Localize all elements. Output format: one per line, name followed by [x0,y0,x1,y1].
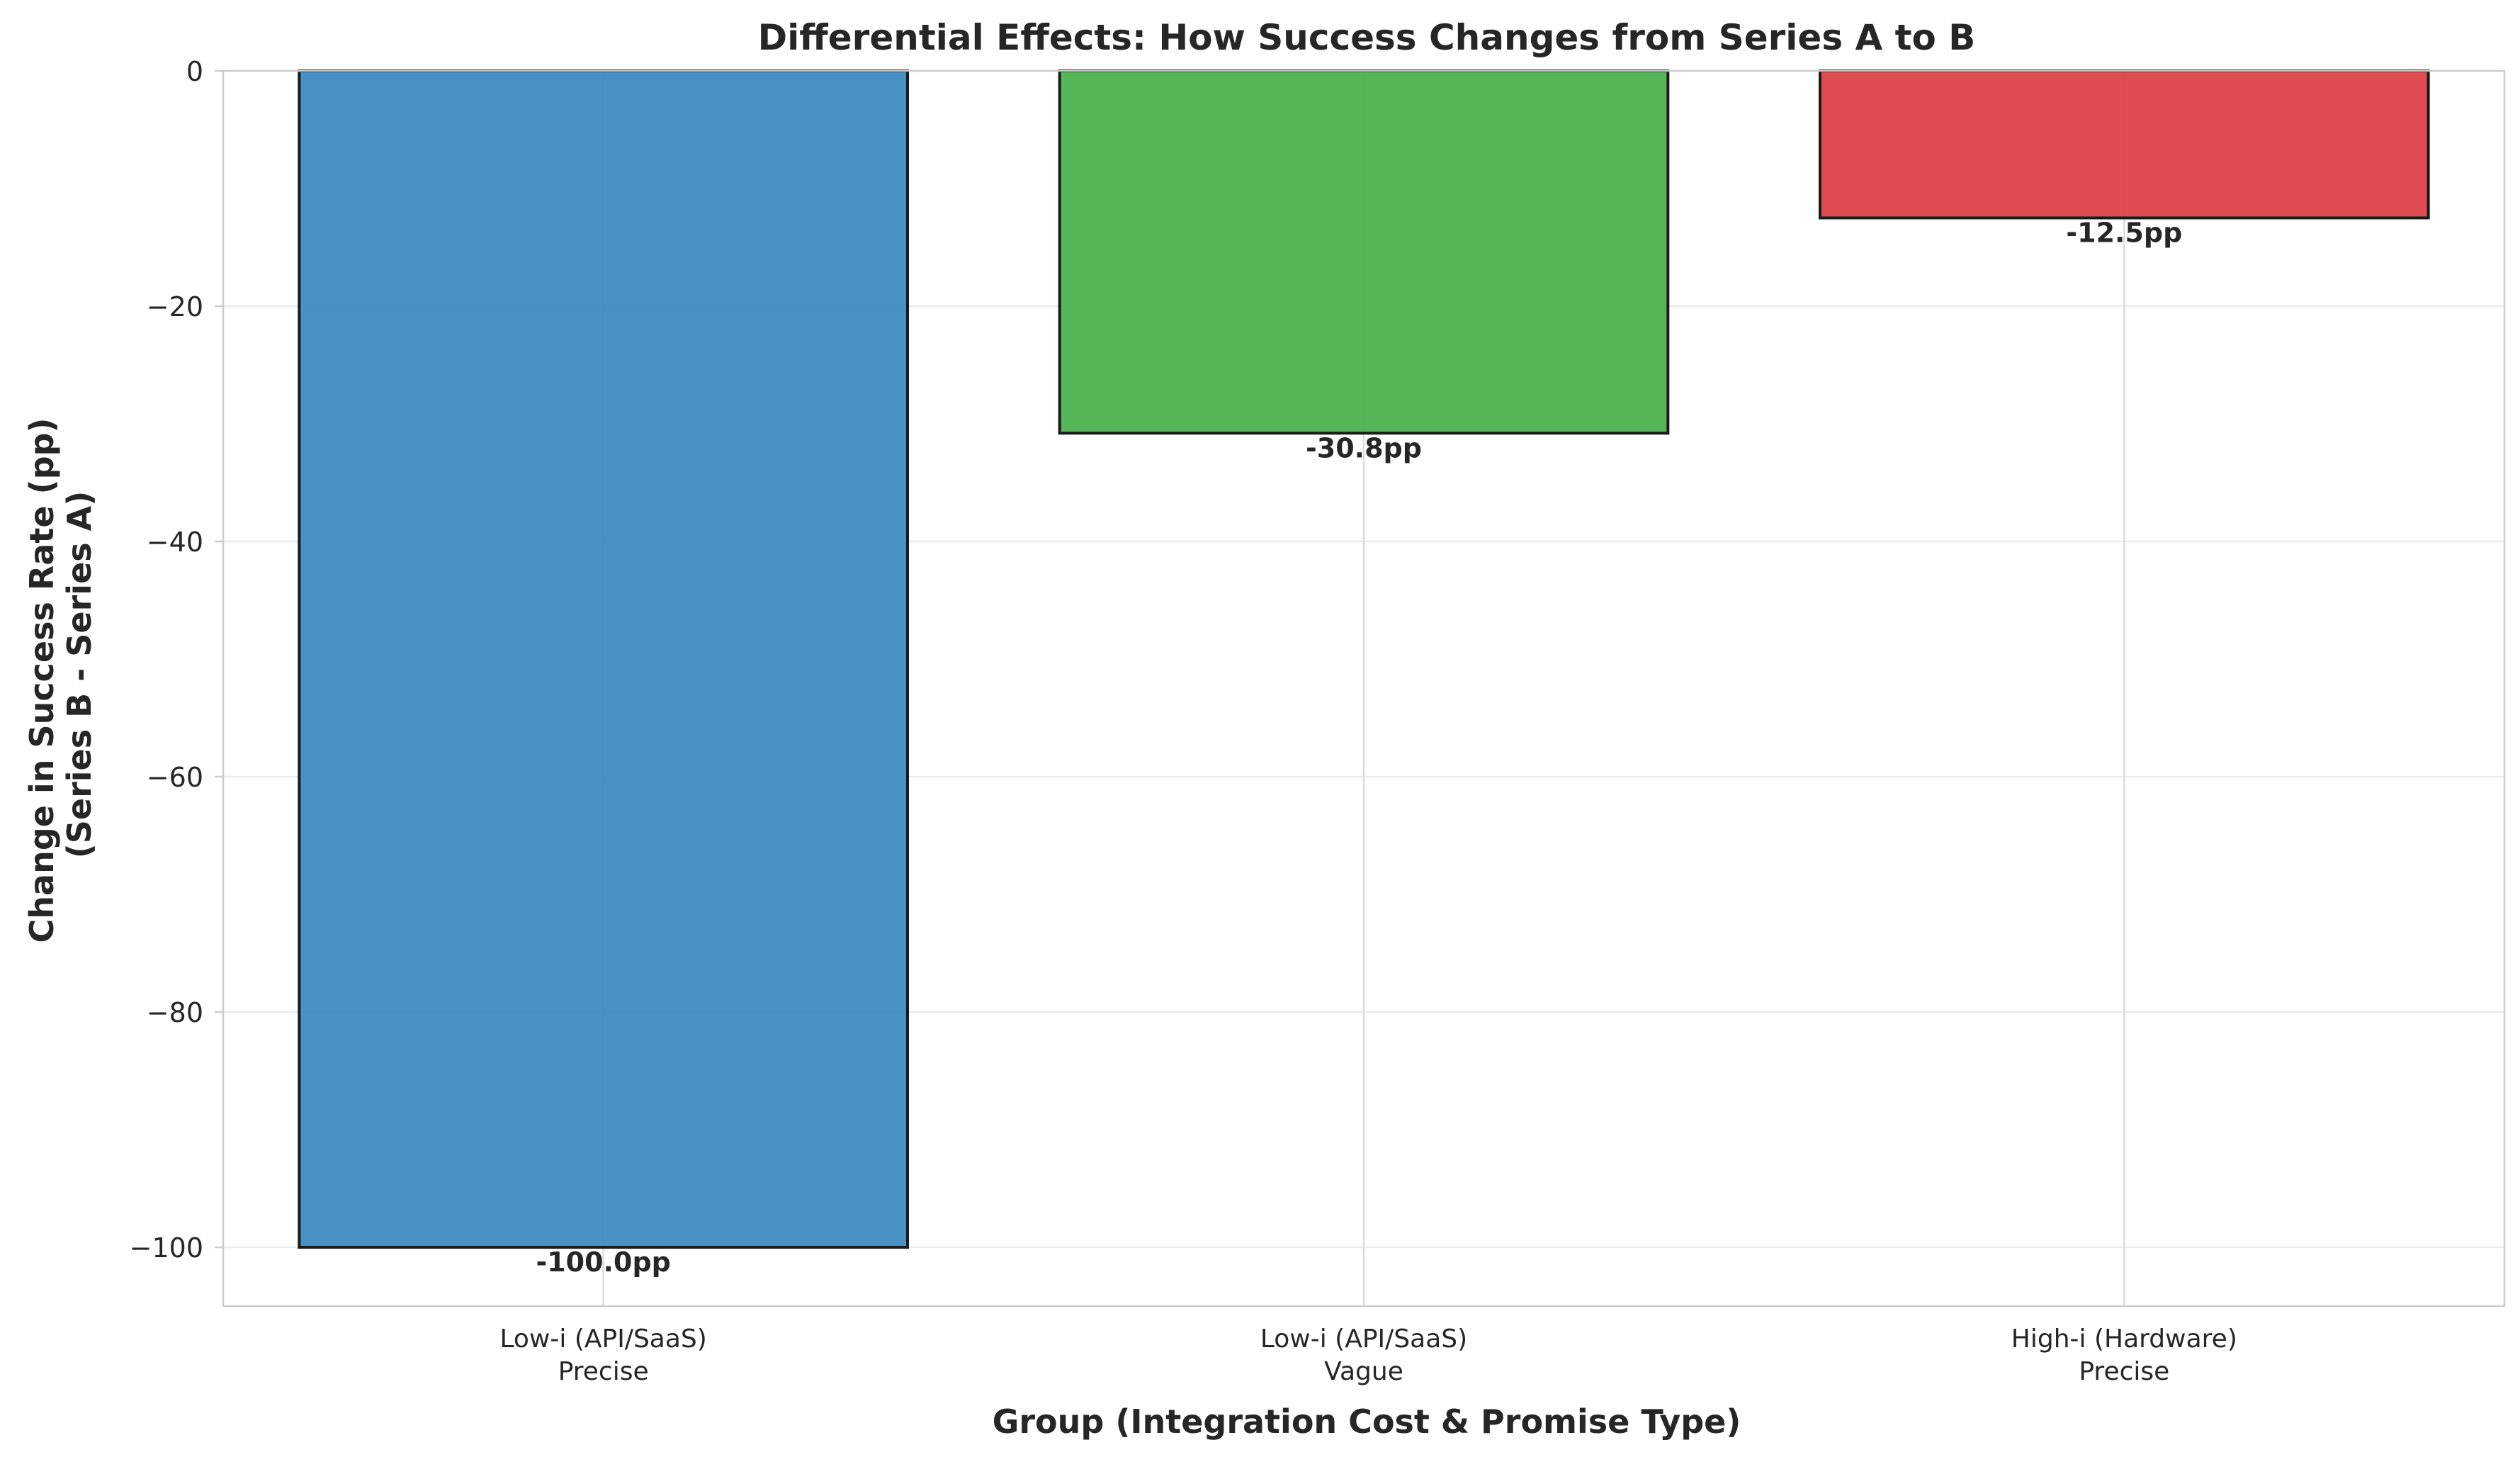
x-tick-label: Low-i (API/SaaS) Precise [500,1325,707,1386]
y-tick-label: −60 [147,762,203,793]
y-tick-label: −40 [147,527,203,558]
y-axis-label-line-2: (Series B - Series A) [60,491,98,859]
x-tick-label-line: Precise [558,1357,649,1386]
x-tick-label: High-i (Hardware) Precise [2011,1325,2237,1386]
y-tick-label: −100 [130,1232,203,1264]
y-tick-label: 0 [186,56,203,87]
label-layer: 0 −20 −40 −60 −80 −100 Low-i (API/SaaS) Precise… [130,56,2237,1386]
bar [1819,69,2430,220]
bar-value-label: -100.0pp [536,1247,670,1278]
x-tick-label-line: High-i (Hardware) [2011,1325,2237,1354]
y-tick-label: −20 [147,291,203,322]
x-tick-label-line: Vague [1324,1357,1403,1386]
bar-value-label: -30.8pp [1306,432,1422,463]
x-tick-label-line: Low-i (API/SaaS) [1260,1325,1467,1354]
x-axis-label: Group (Integration Cost & Promise Type) [993,1402,1741,1441]
x-tick-label-line: Precise [2079,1357,2169,1386]
chart-title: Differential Effects: How Success Change… [758,17,1976,58]
y-axis-label-line-1: Change in Success Rate (pp) [23,418,61,943]
x-tick-label: Low-i (API/SaaS) Vague [1260,1325,1467,1386]
bar [1058,69,1670,435]
y-axis-label: Change in Success Rate (pp) (Series B - … [23,407,98,943]
bar [298,69,910,1249]
x-tick-label-line: Low-i (API/SaaS) [500,1325,707,1354]
plot-frame [222,69,2506,1308]
bar-value-label: -12.5pp [2066,218,2182,249]
y-tick-label: −80 [147,997,203,1028]
bar-layer [298,69,2430,1249]
